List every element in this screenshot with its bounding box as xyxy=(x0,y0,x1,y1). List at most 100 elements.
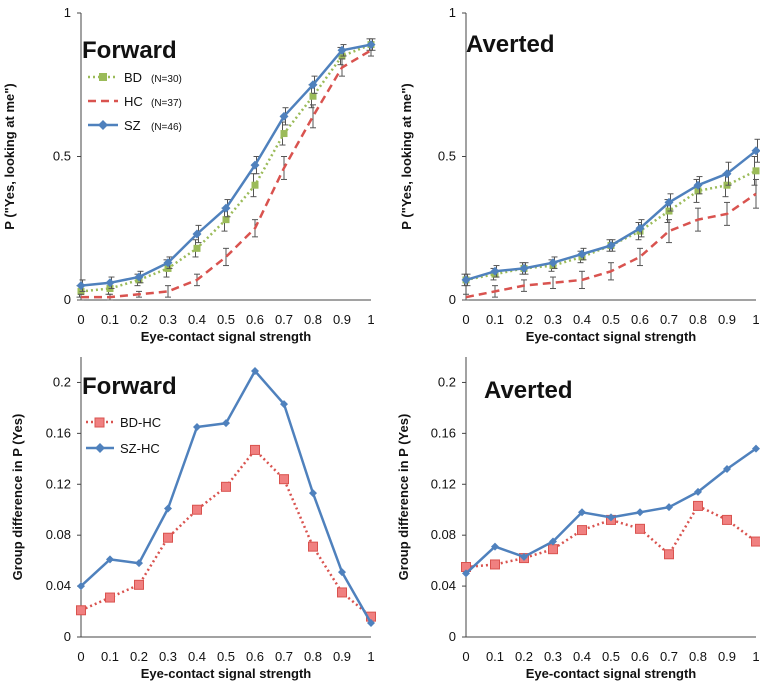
series-line-hc xyxy=(465,192,757,299)
y-tick-label: 1 xyxy=(64,5,71,20)
y-tick-label: 0.2 xyxy=(53,374,71,389)
x-tick-label: 0 xyxy=(462,649,469,664)
data-point-sz-hc xyxy=(251,367,259,375)
data-point-sz-hc xyxy=(636,508,644,517)
data-point-sz-hc xyxy=(491,542,499,551)
data-point-sz-hc xyxy=(723,465,731,473)
x-tick-label: 0.4 xyxy=(188,312,206,327)
panel-title: Forward xyxy=(82,373,177,400)
x-tick-label: 0.6 xyxy=(246,649,264,664)
data-point-sz-hc xyxy=(694,487,702,496)
data-point-sz-hc xyxy=(578,508,586,517)
panel-averted-probability: Averted 0 0.5 1 0 0.1 0.2 0.3 0.4 0.5 0.6 0.7 0.8 0.… xyxy=(399,5,760,344)
y-tick-label: 0.16 xyxy=(431,425,456,440)
data-point-bd-hc xyxy=(134,579,144,590)
legend-label-bd-hc: BD-HC xyxy=(120,415,161,430)
data-point-bd-hc xyxy=(337,587,347,598)
data-point-bd-hc xyxy=(548,544,558,555)
data-point-sz xyxy=(635,223,645,233)
x-tick-label: 0.8 xyxy=(689,312,707,327)
data-point-sz xyxy=(577,249,587,259)
data-point-sz xyxy=(221,203,231,213)
series-line-bd-hc xyxy=(465,504,757,569)
data-point-bd-hc xyxy=(105,592,115,603)
data-point-sz-hc xyxy=(135,559,143,568)
data-point-sz-hc xyxy=(549,537,557,546)
data-point-sz xyxy=(366,40,376,50)
y-tick-label: 1 xyxy=(449,5,456,20)
x-tick-label: 0.8 xyxy=(689,649,707,664)
x-tick-label: 0.1 xyxy=(101,312,119,327)
legend-marker-sz xyxy=(98,120,108,130)
data-point-sz xyxy=(461,275,471,285)
data-point-sz-hc xyxy=(462,569,470,578)
data-point-bd-hc xyxy=(192,504,202,515)
x-tick-label: 1 xyxy=(752,649,759,664)
data-point-bd xyxy=(222,216,230,224)
panel-forward-probability: Forward BD (N=30) HC (N=37) SZ (N=46) 00… xyxy=(2,5,376,344)
y-tick-label: 0 xyxy=(449,629,456,644)
x-tick-label: 0.2 xyxy=(130,649,148,664)
x-tick-label: 0.8 xyxy=(304,649,322,664)
y-tick-label: 0 xyxy=(64,292,71,307)
y-axis-label: P ("Yes, looking at me") xyxy=(2,83,17,229)
x-tick-label: 0.1 xyxy=(486,312,504,327)
y-axis-label: P ("Yes, looking at me") xyxy=(399,83,414,229)
series-line-sz-hc xyxy=(80,369,373,624)
x-tick-label: 0.6 xyxy=(246,312,264,327)
panel-title: Averted xyxy=(484,377,572,404)
data-point-sz-hc xyxy=(607,513,615,522)
data-point-sz xyxy=(134,272,144,282)
data-point-sz xyxy=(519,263,529,273)
x-tick-label: 0.9 xyxy=(718,312,736,327)
x-tick-label: 0.7 xyxy=(275,649,293,664)
x-tick-label: 0.5 xyxy=(602,312,620,327)
series-line-hc xyxy=(81,49,372,299)
y-tick-label: 0.04 xyxy=(431,578,456,593)
legend: BD-HC SZ-HC xyxy=(86,415,161,456)
y-axis-label: Group difference in P (Yes) xyxy=(396,414,411,581)
y-tick-label: 0.16 xyxy=(46,425,71,440)
x-axis-label: Eye-contact signal strength xyxy=(141,329,312,344)
y-tick-label: 0.5 xyxy=(438,149,456,164)
panel-averted-difference: Averted 0 0.04 0.08 0.12 0.16 0.2 0 0.1 0.2 0.3 0.… xyxy=(396,357,760,681)
x-tick-label: 0.3 xyxy=(159,312,177,327)
x-tick-label: 0.2 xyxy=(130,312,148,327)
x-tick-label: 0.9 xyxy=(333,649,351,664)
data-point-bd xyxy=(694,187,702,195)
data-point-sz-hc xyxy=(280,400,288,409)
x-tick-label: 0.1 xyxy=(101,649,119,664)
data-point-sz-hc xyxy=(77,582,85,591)
y-tick-label: 0 xyxy=(449,292,456,307)
x-tick-label: 0.6 xyxy=(631,649,649,664)
data-point-bd-hc xyxy=(163,532,173,543)
x-tick-label: 1 xyxy=(752,312,759,327)
legend-label-bd: BD xyxy=(124,70,142,85)
legend-marker-sz-hc xyxy=(95,443,105,453)
data-point-sz-hc xyxy=(193,423,201,431)
legend-marker-bd xyxy=(99,73,107,81)
y-tick-label: 0.04 xyxy=(46,578,71,593)
y-tick-label: 0.2 xyxy=(438,374,456,389)
data-point-bd-hc xyxy=(722,514,732,525)
data-point-bd-hc xyxy=(751,536,760,547)
data-point-sz xyxy=(163,258,173,268)
data-point-sz-hc xyxy=(164,504,172,513)
data-point-sz xyxy=(308,80,318,90)
legend-marker-bd-hc xyxy=(94,417,105,428)
x-tick-label: 1 xyxy=(367,312,374,327)
x-axis-label: Eye-contact signal strength xyxy=(526,329,697,344)
x-tick-label: 0.9 xyxy=(333,312,351,327)
x-tick-label: 0.4 xyxy=(573,312,591,327)
panel-forward-difference: Forward BD-HC SZ-HC 0 0.04 0.08 0.12 0.16 0.2… xyxy=(10,357,376,681)
data-point-sz xyxy=(250,160,260,170)
x-tick-label: 0.9 xyxy=(718,649,736,664)
data-point-bd xyxy=(193,244,201,252)
series-line-sz xyxy=(465,149,757,282)
data-point-sz-hc xyxy=(222,419,230,428)
data-point-sz-hc xyxy=(106,555,114,564)
x-axis-label: Eye-contact signal strength xyxy=(526,666,697,681)
x-tick-label: 0.2 xyxy=(515,312,533,327)
x-tick-label: 0.4 xyxy=(188,649,206,664)
